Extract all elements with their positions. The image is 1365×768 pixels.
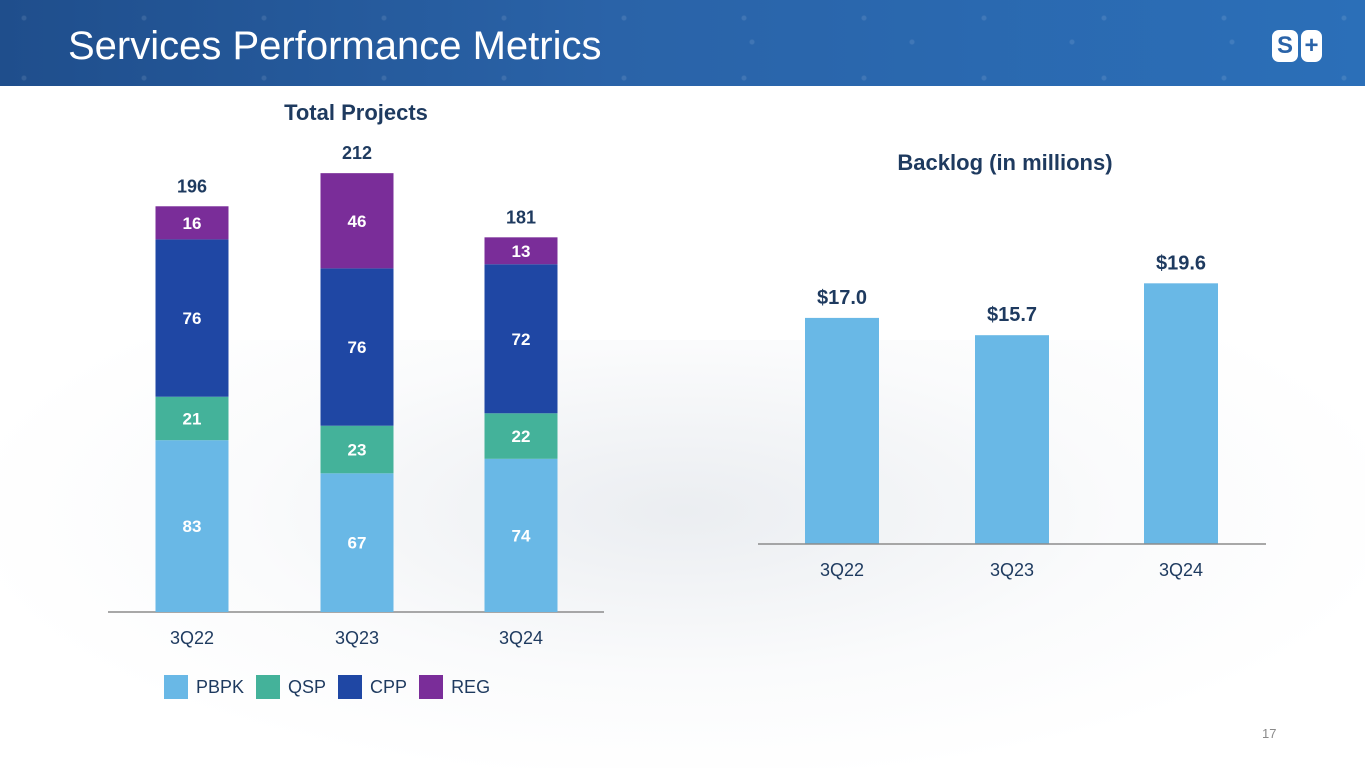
bar-segment-reg-3Q24 <box>484 237 558 265</box>
legend-item-cpp: CPP <box>338 675 407 699</box>
segment-label-reg-3Q23: 46 <box>348 212 367 231</box>
legend-label-reg: REG <box>451 676 491 697</box>
legend-label-qsp: QSP <box>288 676 327 697</box>
backlog-title: Backlog (in millions) <box>897 150 1113 175</box>
legend-item-qsp: QSP <box>256 675 326 699</box>
legend-swatch-qsp <box>256 675 281 699</box>
bar-segment-reg-3Q22 <box>155 206 229 240</box>
backlog-x-tick-3Q24: 3Q24 <box>1159 560 1203 580</box>
backlog-value-3Q22: $17.0 <box>817 287 867 309</box>
total-projects-chart: 83 21 76 16 196 3Q22 67 23 76 46 212 3Q23 74 22 72 13 18… <box>108 143 604 648</box>
total-projects-title: Total Projects <box>284 100 428 125</box>
projects-legend: PBPK QSP CPP REG <box>164 675 502 699</box>
segment-label-pbpk-3Q23: 67 <box>348 534 367 553</box>
segment-label-qsp-3Q22: 21 <box>183 409 202 428</box>
backlog-bar-3Q22 <box>805 317 879 544</box>
backlog-value-3Q24: $19.6 <box>1156 252 1206 274</box>
segment-label-reg-3Q22: 16 <box>183 214 202 233</box>
title-banner: Services Performance Metrics S + <box>0 0 1365 86</box>
legend-swatch-pbpk <box>164 675 188 699</box>
bar-segment-pbpk-3Q24 <box>484 458 558 612</box>
backlog-chart: $17.0 3Q22 $15.7 3Q23 $19.6 3Q24 <box>758 252 1266 580</box>
segment-label-qsp-3Q24: 22 <box>512 427 531 446</box>
backlog-bar-3Q24 <box>1144 283 1218 544</box>
bar-segment-pbpk-3Q23 <box>320 473 394 612</box>
total-label-3Q23: 212 <box>342 143 372 163</box>
x-tick-3Q22: 3Q22 <box>170 628 214 648</box>
bar-segment-qsp-3Q23 <box>320 425 394 474</box>
legend-item-pbpk: PBPK <box>164 675 244 699</box>
x-tick-3Q24: 3Q24 <box>499 628 543 648</box>
backlog-x-tick-3Q22: 3Q22 <box>820 560 864 580</box>
logo-plus: + <box>1301 30 1322 62</box>
total-label-3Q22: 196 <box>177 176 207 196</box>
segment-label-cpp-3Q24: 72 <box>512 330 531 349</box>
segment-label-reg-3Q24: 13 <box>512 242 531 261</box>
segment-label-cpp-3Q22: 76 <box>183 309 202 328</box>
bar-segment-reg-3Q23 <box>320 173 394 269</box>
bar-segment-pbpk-3Q22 <box>155 440 229 612</box>
segment-label-pbpk-3Q22: 83 <box>183 517 202 536</box>
legend-swatch-cpp <box>338 675 363 699</box>
legend-label-cpp: CPP <box>370 676 408 697</box>
bar-segment-cpp-3Q22 <box>155 239 229 397</box>
legend-label-pbpk: PBPK <box>196 676 245 697</box>
bar-segment-qsp-3Q22 <box>155 396 229 441</box>
backlog-value-3Q23: $15.7 <box>987 304 1037 326</box>
legend-swatch-reg <box>419 675 444 699</box>
bar-segment-qsp-3Q24 <box>484 413 558 459</box>
total-label-3Q24: 181 <box>506 207 536 227</box>
legend-item-reg: REG <box>419 675 490 699</box>
segment-label-cpp-3Q23: 76 <box>348 338 367 357</box>
segment-label-qsp-3Q23: 23 <box>348 441 367 460</box>
segment-label-pbpk-3Q24: 74 <box>512 526 531 545</box>
x-tick-3Q23: 3Q23 <box>335 628 379 648</box>
bar-segment-cpp-3Q24 <box>484 264 558 414</box>
backlog-x-tick-3Q23: 3Q23 <box>990 560 1034 580</box>
bar-segment-cpp-3Q23 <box>320 268 394 426</box>
backlog-bar-3Q23 <box>975 335 1049 544</box>
page-number: 17 <box>1262 726 1277 741</box>
